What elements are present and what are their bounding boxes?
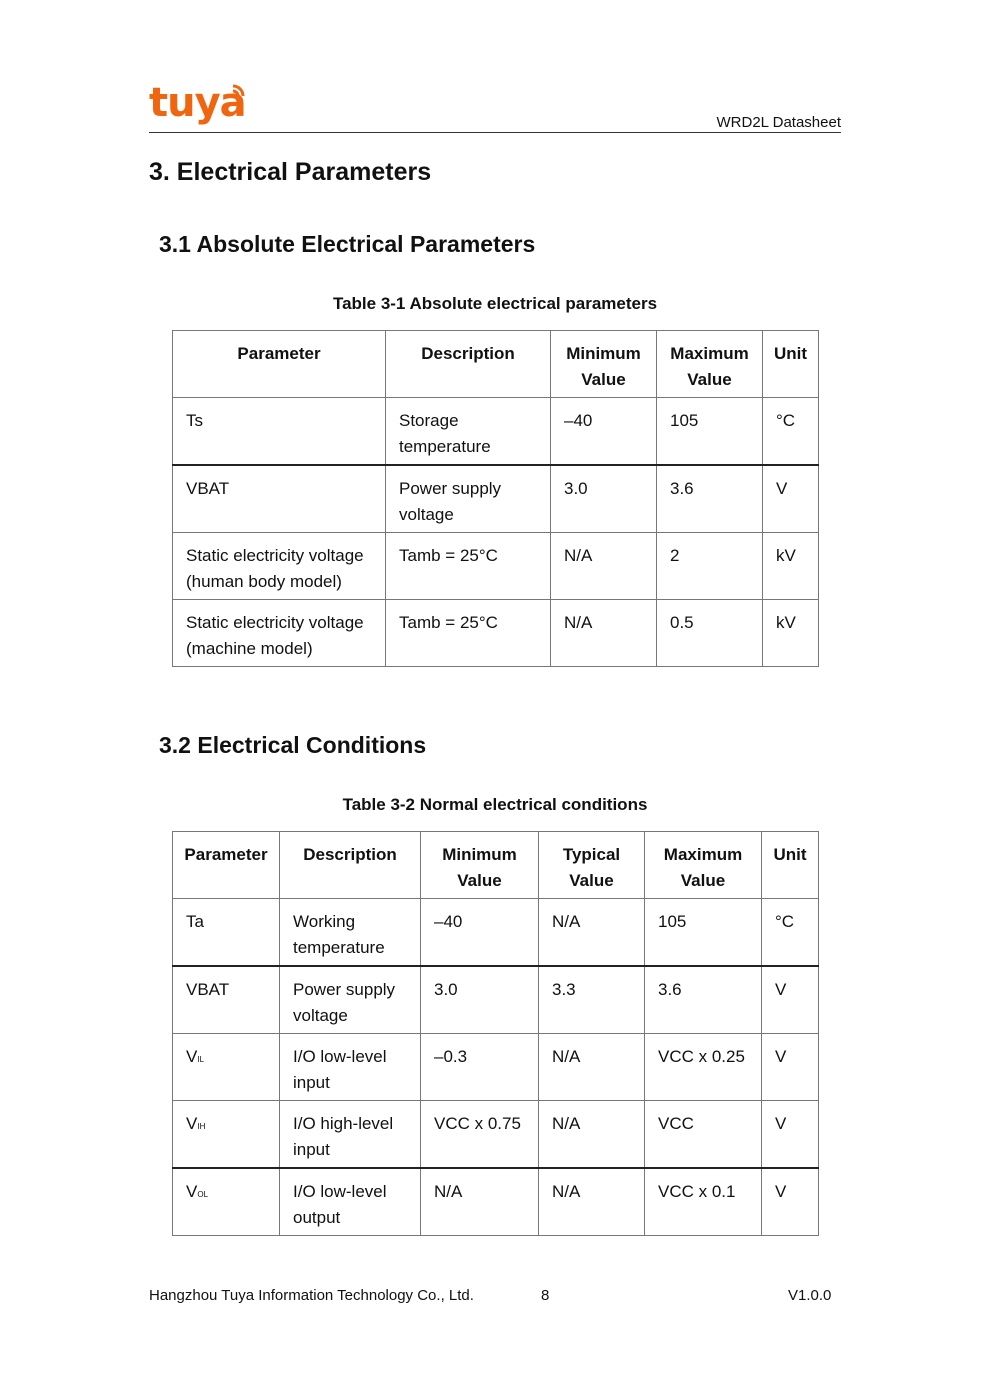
table-cell: Storage temperature [385, 397, 551, 466]
table-cell: V [761, 1100, 819, 1169]
section-title: 3. Electrical Parameters [149, 158, 432, 186]
header-divider [149, 132, 841, 133]
column-header: Parameter [172, 330, 386, 398]
table-cell: I/O low-level input [279, 1033, 421, 1101]
table-row: Static electricity voltage (human body m… [172, 532, 819, 600]
table-cell: N/A [538, 1167, 645, 1236]
table-cell: VCC [644, 1100, 762, 1169]
parameter-cell: VIH [172, 1100, 280, 1169]
footer-version: V1.0.0 [788, 1287, 832, 1304]
table-cell: Tamb = 25°C [385, 599, 551, 667]
tuya-logo: tuya [149, 78, 247, 128]
table-cell: Static electricity voltage (human body m… [172, 532, 386, 600]
parameter-subscript: IH [197, 1122, 206, 1131]
table-cell: 0.5 [656, 599, 763, 667]
table-cell: Tamb = 25°C [385, 532, 551, 600]
table-cell: 3.6 [644, 965, 762, 1034]
table-cell: °C [761, 898, 819, 967]
table-cell: N/A [538, 898, 645, 967]
table-row: VIH I/O high-level input VCC x 0.75 N/A VCC V [172, 1100, 819, 1169]
subsection-title-3-1: 3.1 Absolute Electrical Parameters [159, 231, 536, 257]
table-cell: N/A [420, 1167, 539, 1236]
column-header: Minimum Value [550, 330, 657, 398]
table-cell: 3.6 [656, 464, 763, 533]
table-caption-3-2: Table 3-2 Normal electrical conditions [342, 795, 648, 814]
table-cell: Static electricity voltage (machine mode… [172, 599, 386, 667]
table-row: VOL I/O low-level output N/A N/A VCC x 0.1 V [172, 1167, 819, 1236]
table-row: VBAT Power supply voltage 3.0 3.3 3.6 V [172, 965, 819, 1034]
table-row: Ta Working temperature –40 N/A 105 °C [172, 898, 819, 967]
absolute-parameters-table: Parameter Description Minimum Value Maximum… [172, 330, 819, 667]
column-header: Minimum Value [420, 831, 539, 899]
footer-page-number: 8 [541, 1287, 550, 1304]
table-cell: VCC x 0.75 [420, 1100, 539, 1169]
parameter-cell: Ta [172, 898, 280, 967]
table-cell: VCC x 0.1 [644, 1167, 762, 1236]
table-cell: Ts [172, 397, 386, 466]
column-header: Description [279, 831, 421, 899]
parameter-symbol: VBAT [186, 980, 230, 999]
parameter-symbol: V [186, 1114, 198, 1133]
table-cell: –0.3 [420, 1033, 539, 1101]
parameter-symbol: V [186, 1047, 198, 1066]
table-cell: VCC x 0.25 [644, 1033, 762, 1101]
table-cell: N/A [538, 1033, 645, 1101]
table-cell: VBAT [172, 464, 386, 533]
table-header-row: Parameter Description Minimum Value Typical… [172, 831, 819, 899]
table-cell: N/A [538, 1100, 645, 1169]
column-header: Typical Value [538, 831, 645, 899]
parameter-subscript: OL [197, 1190, 209, 1199]
footer-company: Hangzhou Tuya Information Technology Co.… [149, 1287, 474, 1304]
table-row: VIL I/O low-level input –0.3 N/A VCC x 0.25 V [172, 1033, 819, 1101]
column-header: Unit [762, 330, 819, 398]
wifi-arc-icon [232, 84, 245, 97]
table-cell: V [761, 1033, 819, 1101]
parameter-symbol: V [186, 1182, 198, 1201]
parameter-cell: VBAT [172, 965, 280, 1034]
table-cell: –40 [420, 898, 539, 967]
table-cell: V [761, 965, 819, 1034]
table-cell: I/O low-level output [279, 1167, 421, 1236]
column-header: Description [385, 330, 551, 398]
parameter-cell: VOL [172, 1167, 280, 1236]
logo-text: tuya [149, 80, 247, 126]
table-caption-3-1: Table 3-1 Absolute electrical parameters [332, 294, 658, 313]
table-cell: 2 [656, 532, 763, 600]
table-cell: 3.3 [538, 965, 645, 1034]
table-cell: N/A [550, 532, 657, 600]
table-cell: V [762, 464, 819, 533]
table-row: VBAT Power supply voltage 3.0 3.6 V [172, 464, 819, 533]
electrical-conditions-table: Parameter Description Minimum Value Typical… [172, 831, 819, 1236]
table-cell: 3.0 [550, 464, 657, 533]
table-cell: V [761, 1167, 819, 1236]
parameter-symbol: Ta [186, 912, 204, 931]
table-cell: kV [762, 599, 819, 667]
parameter-cell: VIL [172, 1033, 280, 1101]
table-cell: 3.0 [420, 965, 539, 1034]
table-row: Ts Storage temperature –40 105 °C [172, 397, 819, 466]
column-header: Unit [761, 831, 819, 899]
column-header: Maximum Value [644, 831, 762, 899]
table-cell: 105 [644, 898, 762, 967]
table-cell: I/O high-level input [279, 1100, 421, 1169]
table-cell: Power supply voltage [385, 464, 551, 533]
parameter-subscript: IL [197, 1055, 205, 1064]
table-cell: N/A [550, 599, 657, 667]
subsection-title-3-2: 3.2 Electrical Conditions [159, 732, 427, 758]
table-header-row: Parameter Description Minimum Value Maximum… [172, 330, 819, 398]
table-row: Static electricity voltage (machine mode… [172, 599, 819, 667]
table-cell: °C [762, 397, 819, 466]
doc-title: WRD2L Datasheet [716, 114, 842, 131]
column-header: Maximum Value [656, 330, 763, 398]
table-cell: Power supply voltage [279, 965, 421, 1034]
table-cell: 105 [656, 397, 763, 466]
table-cell: kV [762, 532, 819, 600]
table-cell: –40 [550, 397, 657, 466]
table-cell: Working temperature [279, 898, 421, 967]
column-header: Parameter [172, 831, 280, 899]
